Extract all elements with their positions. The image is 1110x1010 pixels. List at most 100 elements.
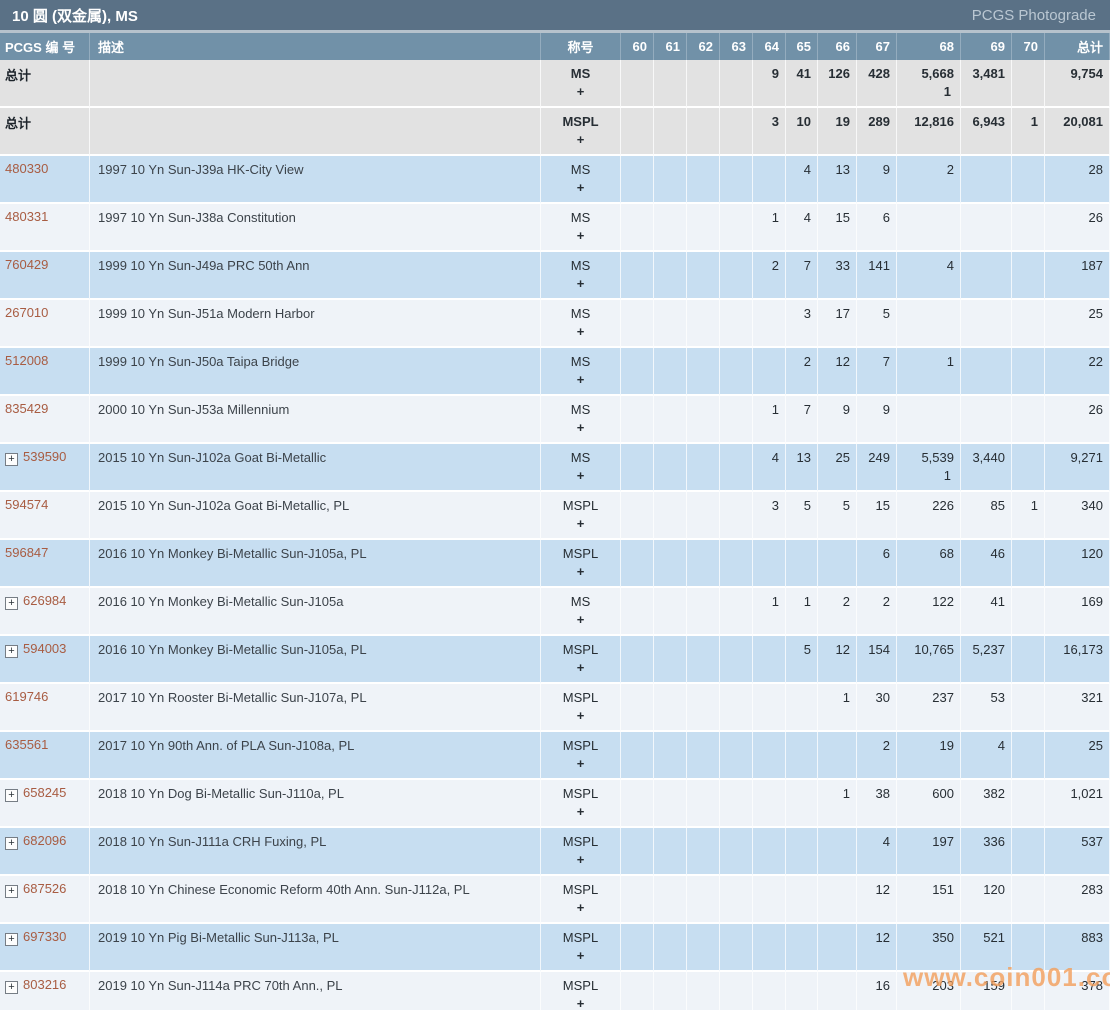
grade-count-cell bbox=[687, 540, 720, 588]
pcgs-number-link[interactable]: 594574 bbox=[5, 497, 49, 512]
grade-count-cell bbox=[720, 156, 753, 204]
grade-plus-count bbox=[1045, 467, 1103, 485]
grade-plus-count bbox=[621, 371, 647, 389]
pcgs-number-link[interactable]: 512008 bbox=[5, 353, 49, 368]
grade-plus-count bbox=[857, 947, 890, 965]
grade-count: 283 bbox=[1081, 882, 1103, 897]
grade-plus-count bbox=[1012, 131, 1038, 149]
expand-icon[interactable]: + bbox=[5, 837, 18, 850]
designation-cell: MSPL + bbox=[541, 684, 621, 732]
grade-count-cell bbox=[687, 924, 720, 972]
grade-plus-count bbox=[897, 515, 954, 533]
pcgs-number-link[interactable]: 626984 bbox=[23, 593, 67, 608]
designation: MSPL bbox=[562, 546, 599, 561]
pcgs-number-link[interactable]: 480330 bbox=[5, 161, 49, 176]
grade-count-cell: 5 bbox=[786, 492, 818, 540]
photograde-link[interactable]: PCGS Photograde bbox=[971, 6, 1096, 24]
pcgs-number-link[interactable]: 480331 bbox=[5, 209, 49, 224]
grade-plus-count bbox=[720, 707, 746, 725]
expand-icon[interactable]: + bbox=[5, 933, 18, 946]
grade-count bbox=[1012, 401, 1038, 419]
expand-icon[interactable]: + bbox=[5, 453, 18, 466]
expand-icon[interactable]: + bbox=[5, 789, 18, 802]
grade-count-cell bbox=[654, 348, 687, 396]
grade-count: 3 bbox=[771, 498, 779, 513]
grade-plus-count bbox=[753, 659, 779, 677]
grade-count bbox=[720, 593, 746, 611]
grade-count bbox=[1012, 833, 1038, 851]
grade-count-cell: 237 bbox=[897, 684, 961, 732]
grade-count bbox=[687, 305, 713, 323]
designation-cell: MS + bbox=[541, 252, 621, 300]
grade-count-cell bbox=[753, 972, 786, 1010]
grade-plus-count bbox=[897, 899, 954, 917]
grade-plus-count bbox=[818, 83, 850, 101]
pcgs-number-link[interactable]: 682096 bbox=[23, 833, 67, 848]
pcgs-number-link[interactable]: 835429 bbox=[5, 401, 49, 416]
grade-count: 5 bbox=[842, 498, 850, 513]
grade-count: 237 bbox=[932, 690, 954, 705]
grade-column-header: 63 bbox=[720, 33, 753, 60]
expand-icon[interactable]: + bbox=[5, 597, 18, 610]
grade-count bbox=[720, 833, 746, 851]
expand-icon[interactable]: + bbox=[5, 645, 18, 658]
pcgs-number-link[interactable]: 803216 bbox=[23, 977, 67, 992]
grade-count-cell: 9 bbox=[753, 60, 786, 108]
pcgs-number-link[interactable]: 697330 bbox=[23, 929, 67, 944]
grade-plus-count bbox=[1012, 179, 1038, 197]
pcgs-number-link[interactable]: 635561 bbox=[5, 737, 49, 752]
pcgs-number-link[interactable]: 267010 bbox=[5, 305, 49, 320]
expand-icon[interactable]: + bbox=[5, 981, 18, 994]
grade-plus-count bbox=[818, 611, 850, 629]
grade-count bbox=[786, 833, 811, 851]
pcgs-number-cell: 635561 bbox=[0, 732, 90, 780]
pcgs-number-link[interactable]: 596847 bbox=[5, 545, 49, 560]
grade-count bbox=[961, 209, 1005, 227]
grade-count: 187 bbox=[1081, 258, 1103, 273]
grade-count bbox=[1012, 65, 1038, 83]
grade-count: 1 bbox=[842, 786, 850, 801]
grade-plus-count bbox=[654, 563, 680, 581]
description-cell: 2018 10 Yn Dog Bi-Metallic Sun-J110a, PL bbox=[90, 780, 541, 828]
grade-plus-count bbox=[1012, 227, 1038, 245]
designation: MS bbox=[570, 306, 591, 321]
total-count-cell: 340 bbox=[1045, 492, 1110, 540]
grade-count-cell: 2 bbox=[818, 588, 857, 636]
grade-count: 6 bbox=[882, 546, 890, 561]
grade-count: 5,668 bbox=[921, 66, 954, 81]
grade-plus-count bbox=[897, 275, 954, 293]
grade-plus-count bbox=[857, 899, 890, 917]
pcgs-number-link[interactable]: 760429 bbox=[5, 257, 49, 272]
grade-count bbox=[654, 449, 680, 467]
grade-count: 4 bbox=[882, 834, 890, 849]
grade-count: 2 bbox=[842, 594, 850, 609]
pcgs-number-link[interactable]: 658245 bbox=[23, 785, 67, 800]
designation-plus: + bbox=[576, 372, 585, 387]
grade-plus-count bbox=[654, 371, 680, 389]
grade-plus-count bbox=[857, 419, 890, 437]
description-cell: 2019 10 Yn Sun-J114a PRC 70th Ann., PL bbox=[90, 972, 541, 1010]
grade-plus-count bbox=[687, 947, 713, 965]
grade-count bbox=[753, 305, 779, 323]
pcgs-number-link[interactable]: 594003 bbox=[23, 641, 67, 656]
pcgs-number-link[interactable]: 687526 bbox=[23, 881, 67, 896]
designation: MS bbox=[570, 402, 591, 417]
grade-count: 12,816 bbox=[914, 114, 954, 129]
grade-count: 13 bbox=[796, 450, 811, 465]
grade-count bbox=[1012, 161, 1038, 179]
grade-count-cell: 5,539 1 bbox=[897, 444, 961, 492]
expand-icon[interactable]: + bbox=[5, 885, 18, 898]
grade-count-cell: 1 bbox=[753, 396, 786, 444]
pcgs-number-cell: 480330 bbox=[0, 156, 90, 204]
grade-count: 126 bbox=[828, 66, 850, 81]
pcgs-number-link[interactable]: 539590 bbox=[23, 449, 67, 464]
pcgs-number-link[interactable]: 619746 bbox=[5, 689, 49, 704]
grade-count bbox=[720, 305, 746, 323]
table-row: 760429 1999 10 Yn Sun-J49a PRC 50th Ann MS… bbox=[0, 252, 1110, 300]
grade-count-cell bbox=[720, 396, 753, 444]
grade-plus-count bbox=[897, 563, 954, 581]
grade-count-cell: 7 bbox=[786, 396, 818, 444]
grade-column-header: 66 bbox=[818, 33, 857, 60]
grade-plus-count bbox=[1045, 611, 1103, 629]
grade-plus-count bbox=[621, 179, 647, 197]
